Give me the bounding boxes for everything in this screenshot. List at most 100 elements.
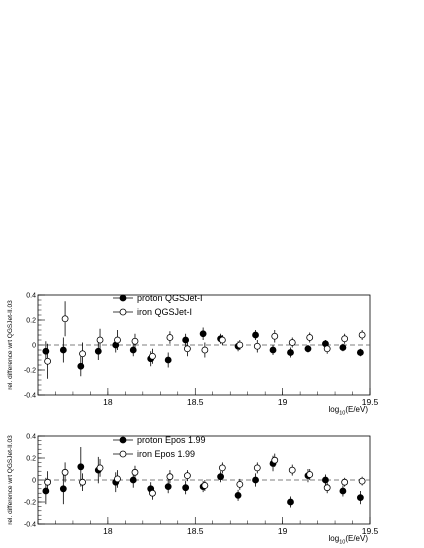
y-tick-label: -0.2 bbox=[24, 368, 36, 375]
data-point-open bbox=[323, 484, 331, 492]
data-point-filled bbox=[356, 349, 364, 356]
legend-marker-open bbox=[119, 308, 127, 316]
x-axis-label: log10(E/eV) bbox=[329, 405, 369, 417]
data-point-open bbox=[236, 480, 244, 488]
data-point-open bbox=[44, 357, 52, 365]
legend-label: iron QGSJet-I bbox=[137, 307, 192, 317]
legend-label: proton QGSJet-I bbox=[137, 293, 203, 303]
data-point-open bbox=[341, 478, 349, 486]
x-axis-label-subscript: 10 bbox=[339, 540, 345, 546]
top-panel: -0.4 -0.2 0 0.2 0.4 18 18.5 19 19.5 rel. differen… bbox=[7, 293, 379, 417]
x-tick-label: 19.5 bbox=[362, 526, 379, 536]
series-open bbox=[44, 453, 366, 500]
data-point-open bbox=[96, 336, 104, 344]
data-point-open bbox=[218, 336, 226, 344]
y-tick-label: 0 bbox=[32, 343, 36, 350]
data-point-filled bbox=[356, 494, 364, 502]
y-tick-label: -0.4 bbox=[24, 522, 36, 529]
y-axis-label: rel. difference wrt QGSJet-II.03 bbox=[7, 300, 14, 390]
x-axis-label-log: log bbox=[329, 405, 340, 414]
bottom-panel: -0.4 -0.2 0 0.2 0.4 18 18.5 19 19.5 rel. differen… bbox=[7, 434, 379, 546]
data-point-filled bbox=[269, 346, 277, 354]
x-tick-label: 19 bbox=[278, 526, 288, 536]
data-point-open bbox=[183, 345, 191, 353]
data-point-filled bbox=[304, 345, 312, 353]
data-point-open bbox=[183, 472, 191, 480]
data-point-open bbox=[288, 339, 296, 346]
data-point-filled bbox=[199, 330, 207, 338]
data-point-open bbox=[79, 350, 86, 358]
y-tick-label: 0 bbox=[32, 478, 36, 485]
data-point-filled bbox=[164, 356, 172, 364]
data-point-open bbox=[271, 332, 279, 340]
data-point-filled bbox=[252, 476, 259, 484]
y-tick-label: 0.2 bbox=[26, 456, 36, 463]
data-point-open bbox=[236, 341, 244, 349]
data-point-open bbox=[166, 473, 174, 481]
legend-marker-filled bbox=[119, 436, 127, 444]
data-point-open bbox=[323, 345, 331, 353]
legend-entry: proton Epos 1.99 bbox=[113, 435, 206, 445]
y-tick-label: 0.4 bbox=[26, 293, 36, 300]
data-point-open bbox=[341, 335, 349, 343]
series-filled bbox=[42, 447, 364, 508]
data-point-open bbox=[131, 337, 139, 345]
data-point-filled bbox=[252, 331, 259, 339]
data-point-open bbox=[253, 342, 261, 350]
x-tick-label: 18 bbox=[103, 397, 113, 407]
data-point-open bbox=[96, 464, 104, 472]
data-point-filled bbox=[182, 484, 190, 492]
data-point-filled bbox=[339, 487, 347, 495]
x-tick-label: 19.5 bbox=[362, 397, 379, 407]
data-point-open bbox=[61, 468, 69, 476]
data-point-open bbox=[131, 468, 139, 476]
data-point-filled bbox=[287, 498, 294, 506]
data-point-open bbox=[288, 466, 296, 474]
data-point-open bbox=[114, 336, 121, 344]
y-tick-label: -0.2 bbox=[24, 500, 36, 507]
x-tick-label: 18.5 bbox=[187, 526, 204, 536]
legend-marker-open bbox=[119, 450, 127, 458]
data-point-open bbox=[79, 478, 86, 486]
x-axis-label: log10(E/eV) bbox=[329, 534, 369, 546]
legend-entry: iron QGSJet-I bbox=[113, 307, 192, 317]
data-point-open bbox=[306, 471, 314, 478]
x-axis-label-log: log bbox=[329, 534, 340, 543]
data-point-filled bbox=[287, 349, 294, 356]
legend-label: iron Epos 1.99 bbox=[137, 449, 195, 459]
legend-entry: iron Epos 1.99 bbox=[113, 449, 195, 459]
data-point-open bbox=[358, 477, 366, 485]
legend-label: proton Epos 1.99 bbox=[137, 435, 206, 445]
x-tick-label: 19 bbox=[278, 397, 288, 407]
data-point-open bbox=[358, 331, 366, 339]
data-point-open bbox=[61, 315, 69, 323]
y-tick-label: 0.2 bbox=[26, 318, 36, 325]
data-point-filled bbox=[164, 483, 172, 491]
data-point-open bbox=[149, 352, 156, 360]
data-point-filled bbox=[59, 346, 67, 354]
data-point-open bbox=[44, 478, 52, 486]
x-tick-label: 18 bbox=[103, 526, 113, 536]
x-axis-label-subscript: 10 bbox=[339, 411, 345, 417]
data-point-open bbox=[201, 346, 209, 354]
legend-marker-filled bbox=[119, 294, 127, 302]
data-point-filled bbox=[77, 463, 85, 471]
data-point-filled bbox=[217, 473, 225, 481]
data-point-open bbox=[253, 464, 261, 472]
data-point-filled bbox=[234, 491, 242, 499]
x-axis-label-unit: (E/eV) bbox=[345, 405, 368, 414]
data-point-filled bbox=[339, 344, 347, 351]
x-axis-label-unit: (E/eV) bbox=[345, 534, 368, 543]
y-tick-label: 0.4 bbox=[26, 434, 36, 441]
data-point-open bbox=[201, 482, 209, 489]
data-point-open bbox=[166, 334, 174, 341]
data-point-open bbox=[114, 475, 121, 483]
y-tick-label: -0.4 bbox=[24, 393, 36, 400]
data-point-open bbox=[149, 489, 156, 497]
legend-entry: proton QGSJet-I bbox=[113, 293, 203, 303]
data-point-filled bbox=[322, 476, 329, 484]
data-point-open bbox=[218, 464, 226, 472]
data-point-open bbox=[271, 456, 279, 464]
data-point-filled bbox=[59, 485, 67, 493]
